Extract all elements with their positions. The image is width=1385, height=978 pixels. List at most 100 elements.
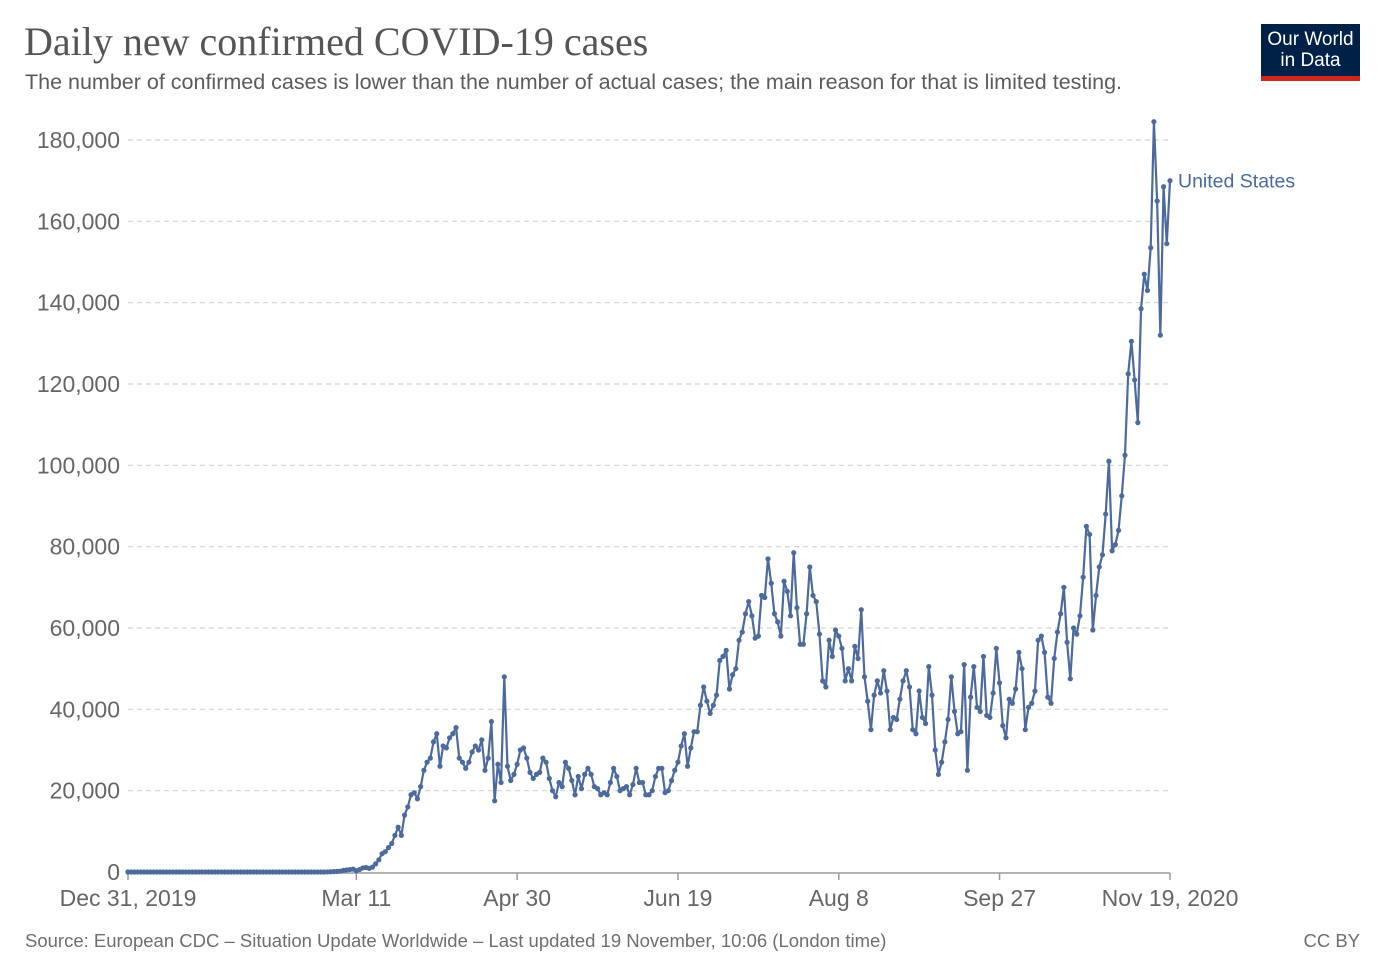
data-point	[964, 767, 970, 773]
data-point	[887, 727, 893, 733]
data-point	[1013, 686, 1019, 692]
data-point	[479, 737, 485, 743]
data-point	[730, 672, 736, 678]
license-link[interactable]: CC BY	[1303, 930, 1360, 951]
data-point	[945, 716, 951, 723]
data-point	[411, 790, 417, 796]
data-point	[524, 755, 530, 761]
data-point	[784, 588, 790, 595]
data-point	[900, 678, 906, 684]
data-point	[1125, 371, 1131, 377]
data-point	[623, 784, 630, 790]
data-point	[1115, 527, 1122, 534]
data-point	[382, 849, 388, 855]
data-point	[951, 708, 958, 714]
data-point	[401, 812, 408, 818]
source-note: Source: European CDC – Situation Update …	[25, 930, 887, 951]
data-point	[810, 592, 816, 599]
data-point	[746, 598, 752, 605]
data-point	[1009, 700, 1016, 706]
data-point	[813, 598, 819, 605]
data-point	[791, 550, 797, 556]
y-tick-label: 80,000	[50, 534, 120, 560]
data-point	[485, 755, 491, 761]
data-point	[996, 680, 1003, 686]
data-point	[627, 792, 633, 798]
our-world-in-data-logo[interactable]: Our World in Data	[1261, 24, 1360, 81]
data-point	[903, 668, 909, 674]
x-tick-label: Aug 8	[809, 885, 869, 911]
data-point	[511, 771, 517, 778]
data-point	[977, 708, 983, 714]
data-point	[604, 792, 610, 798]
data-point	[1096, 564, 1102, 570]
data-point	[980, 653, 987, 660]
data-point	[553, 794, 559, 800]
data-point	[803, 611, 810, 617]
data-point	[546, 775, 552, 782]
data-point	[504, 763, 511, 769]
data-point	[881, 668, 887, 674]
data-point	[472, 743, 478, 749]
data-point	[443, 745, 449, 751]
data-point	[771, 611, 778, 617]
data-point	[389, 840, 395, 847]
data-point	[775, 619, 781, 625]
data-point	[929, 692, 935, 698]
chart-title: Daily new confirmed COVID-19 cases	[24, 19, 649, 64]
data-point	[427, 755, 433, 761]
gridlines	[128, 139, 1170, 792]
data-point	[926, 664, 932, 670]
data-point	[961, 662, 967, 668]
data-point	[681, 731, 687, 737]
data-point	[736, 637, 742, 643]
data-point	[922, 720, 929, 727]
data-point	[1099, 552, 1106, 558]
data-point	[768, 580, 774, 586]
data-point	[1122, 452, 1128, 458]
y-tick-label: 160,000	[37, 208, 120, 234]
data-point	[1157, 332, 1163, 338]
data-point	[527, 769, 533, 775]
data-point	[1160, 184, 1167, 190]
y-tick-label: 60,000	[50, 615, 120, 641]
x-tick-label: Jun 19	[643, 885, 712, 911]
data-point	[1048, 700, 1054, 706]
logo-line-1: Our World	[1267, 29, 1354, 50]
data-point	[723, 647, 729, 653]
data-point	[1151, 119, 1157, 125]
data-point	[1164, 241, 1170, 247]
data-point	[633, 765, 639, 771]
data-point	[520, 745, 527, 751]
data-point	[572, 792, 578, 798]
y-tick-label: 20,000	[50, 778, 120, 804]
data-point	[1135, 420, 1141, 426]
chart-subtitle: The number of confirmed cases is lower t…	[25, 70, 1123, 94]
data-point	[508, 777, 514, 784]
data-point	[694, 729, 700, 735]
data-point	[990, 690, 996, 696]
data-point	[630, 781, 636, 788]
data-point	[488, 718, 495, 725]
data-point	[865, 698, 871, 704]
data-point	[1141, 271, 1147, 277]
data-point	[987, 714, 993, 721]
data-point	[800, 641, 806, 647]
data-point	[1128, 338, 1135, 344]
data-point	[1148, 245, 1154, 251]
data-point	[1016, 649, 1022, 656]
data-point	[1025, 704, 1032, 710]
data-point	[816, 631, 823, 637]
data-point	[823, 684, 829, 690]
data-point	[829, 653, 835, 660]
data-point	[906, 684, 913, 690]
data-point	[668, 777, 675, 784]
data-point	[710, 702, 716, 708]
x-tick-label: Nov 19, 2020	[1102, 885, 1239, 911]
data-point	[594, 786, 601, 792]
data-point	[1061, 584, 1067, 590]
data-point	[787, 613, 794, 619]
data-point	[373, 861, 379, 867]
data-point	[1144, 287, 1151, 294]
